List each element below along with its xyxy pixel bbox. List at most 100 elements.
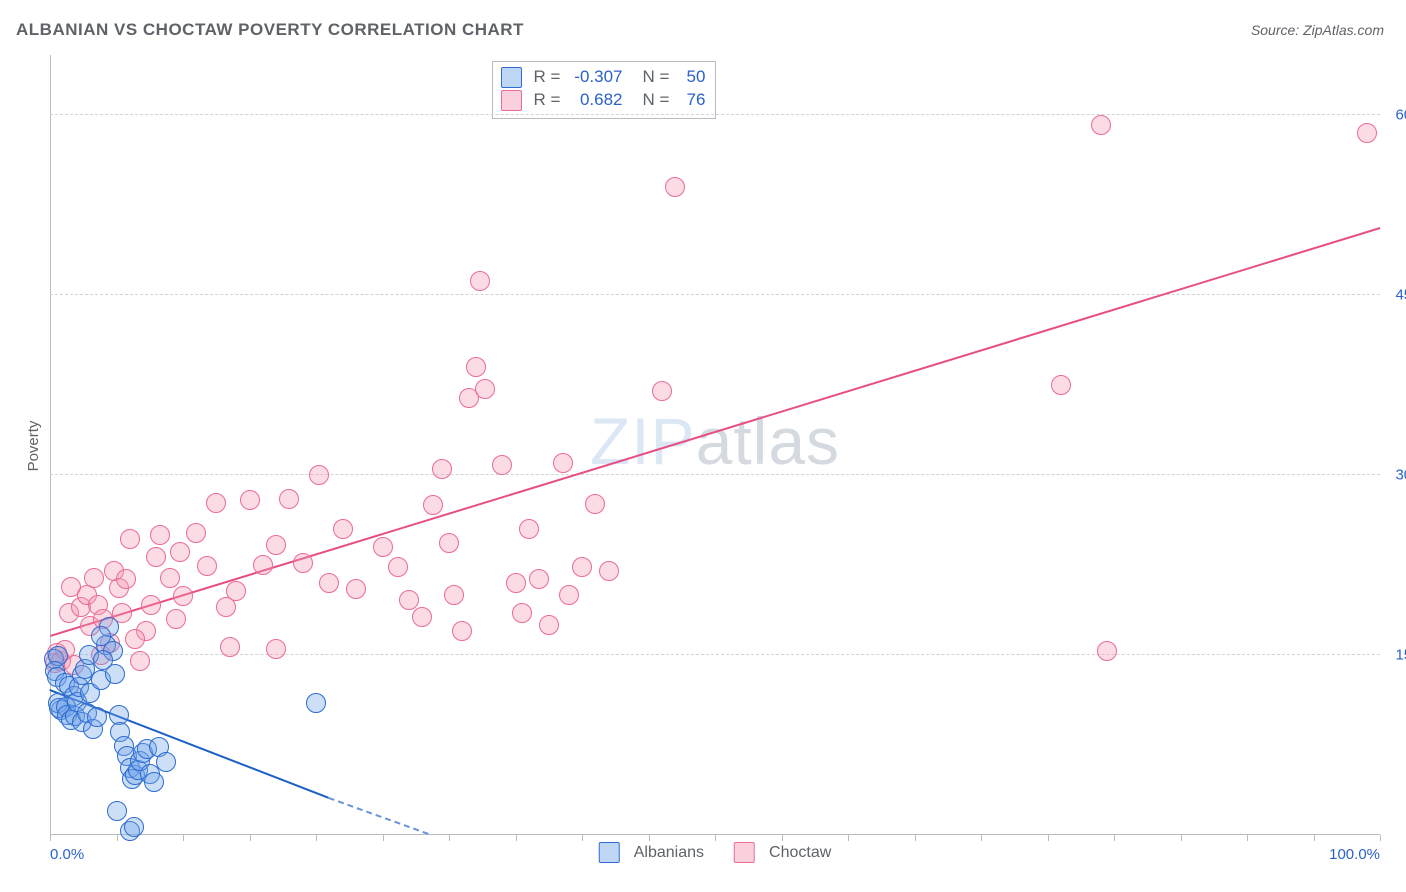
data-point-choctaw — [266, 535, 286, 555]
data-point-albanians — [93, 650, 113, 670]
legend-label: Choctaw — [769, 844, 831, 862]
data-point-choctaw — [444, 585, 464, 605]
data-point-choctaw — [1097, 641, 1117, 661]
x-tick-label: 100.0% — [1329, 846, 1380, 863]
data-point-choctaw — [279, 489, 299, 509]
data-point-choctaw — [346, 579, 366, 599]
x-tick — [1380, 835, 1381, 841]
legend-item-pink: Choctaw — [734, 842, 831, 863]
data-point-choctaw — [559, 585, 579, 605]
stats-box: R =-0.307N =50R =0.682N =76 — [492, 61, 717, 119]
data-point-choctaw — [1051, 375, 1071, 395]
x-tick — [183, 835, 184, 841]
x-tick — [50, 835, 51, 841]
data-point-choctaw — [309, 465, 329, 485]
data-point-choctaw — [130, 651, 150, 671]
data-point-choctaw — [470, 271, 490, 291]
data-point-choctaw — [141, 595, 161, 615]
source-attribution: Source: ZipAtlas.com — [1251, 22, 1384, 38]
x-tick — [1114, 835, 1115, 841]
data-point-choctaw — [240, 490, 260, 510]
data-point-choctaw — [166, 609, 186, 629]
data-point-choctaw — [146, 547, 166, 567]
legend-swatch-blue — [599, 842, 620, 863]
data-point-choctaw — [170, 542, 190, 562]
legend-swatch-pink — [501, 90, 522, 111]
data-point-choctaw — [160, 568, 180, 588]
y-axis-label: Poverty — [25, 421, 42, 472]
data-point-albanians — [87, 707, 107, 727]
y-tick-label: 45.0% — [1395, 287, 1406, 304]
data-point-albanians — [124, 817, 144, 837]
data-point-choctaw — [399, 590, 419, 610]
x-tick — [516, 835, 517, 841]
y-tick-label: 30.0% — [1395, 467, 1406, 484]
gridline-h — [50, 114, 1380, 115]
data-point-choctaw — [423, 495, 443, 515]
x-tick — [316, 835, 317, 841]
x-tick — [117, 835, 118, 841]
stats-row: R =0.682N =76 — [501, 89, 706, 112]
x-tick — [1048, 835, 1049, 841]
watermark: ZIPatlas — [590, 403, 840, 479]
data-point-choctaw — [226, 581, 246, 601]
data-point-albanians — [144, 772, 164, 792]
data-point-choctaw — [220, 637, 240, 657]
data-point-choctaw — [439, 533, 459, 553]
x-tick — [582, 835, 583, 841]
data-point-choctaw — [432, 459, 452, 479]
legend-label: Albanians — [634, 844, 704, 862]
legend-swatch-blue — [501, 67, 522, 88]
data-point-choctaw — [206, 493, 226, 513]
data-point-choctaw — [492, 455, 512, 475]
legend-swatch-pink — [734, 842, 755, 863]
x-tick-label: 0.0% — [50, 846, 84, 863]
data-point-choctaw — [539, 615, 559, 635]
data-point-choctaw — [652, 381, 672, 401]
x-tick — [981, 835, 982, 841]
n-value: 76 — [675, 89, 705, 112]
data-point-albanians — [156, 752, 176, 772]
plot-area: ZIPatlas R =-0.307N =50R =0.682N =76 Alb… — [50, 55, 1380, 835]
trend-line-pink — [50, 227, 1381, 637]
legend-item-blue: Albanians — [599, 842, 704, 863]
x-tick — [250, 835, 251, 841]
stats-row: R =-0.307N =50 — [501, 66, 706, 89]
r-value: 0.682 — [566, 89, 622, 112]
data-point-choctaw — [266, 639, 286, 659]
data-point-choctaw — [84, 568, 104, 588]
data-point-choctaw — [388, 557, 408, 577]
x-tick — [383, 835, 384, 841]
data-point-choctaw — [173, 586, 193, 606]
data-point-choctaw — [150, 525, 170, 545]
data-point-choctaw — [120, 529, 140, 549]
data-point-choctaw — [253, 555, 273, 575]
r-value: -0.307 — [566, 66, 622, 89]
data-point-choctaw — [452, 621, 472, 641]
data-point-choctaw — [585, 494, 605, 514]
x-tick — [848, 835, 849, 841]
data-point-choctaw — [466, 357, 486, 377]
x-tick — [1247, 835, 1248, 841]
trend-line-blue-dash — [329, 797, 429, 835]
x-tick — [782, 835, 783, 841]
data-point-choctaw — [186, 523, 206, 543]
data-point-albanians — [107, 801, 127, 821]
data-point-choctaw — [475, 379, 495, 399]
gridline-h — [50, 294, 1380, 295]
data-point-choctaw — [333, 519, 353, 539]
data-point-choctaw — [599, 561, 619, 581]
data-point-choctaw — [1357, 123, 1377, 143]
data-point-choctaw — [572, 557, 592, 577]
y-tick-label: 60.0% — [1395, 107, 1406, 124]
r-label: R = — [534, 66, 561, 89]
n-value: 50 — [675, 66, 705, 89]
x-tick — [449, 835, 450, 841]
data-point-choctaw — [412, 607, 432, 627]
data-point-albanians — [91, 626, 111, 646]
data-point-choctaw — [506, 573, 526, 593]
data-point-choctaw — [529, 569, 549, 589]
data-point-choctaw — [197, 556, 217, 576]
y-axis-line — [50, 55, 51, 835]
data-point-choctaw — [553, 453, 573, 473]
